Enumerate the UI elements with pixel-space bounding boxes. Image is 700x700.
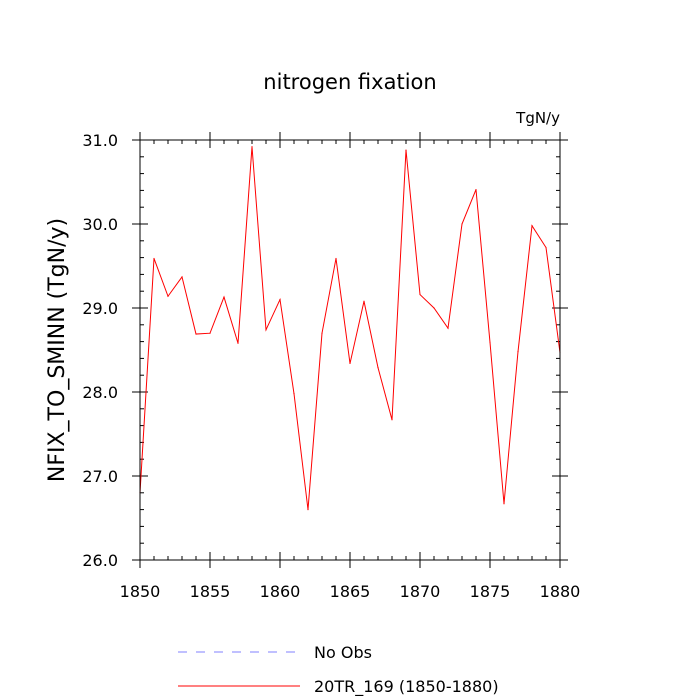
data-point	[503, 503, 505, 505]
data-point	[461, 223, 463, 225]
data-point	[279, 299, 281, 301]
y-tick-label: 28.0	[82, 383, 118, 402]
data-point	[167, 295, 169, 297]
data-point	[419, 293, 421, 296]
data-point	[209, 332, 211, 334]
y-tick-labels: 26.0 27.0 28.0 29.0 30.0 31.0	[82, 131, 118, 570]
data-point	[475, 188, 477, 191]
legend-label: No Obs	[314, 643, 372, 662]
data-point	[517, 351, 519, 353]
axis-ticks	[132, 132, 568, 568]
data-point	[447, 327, 449, 329]
series-layer	[139, 146, 561, 511]
units-label: TgN/y	[515, 109, 560, 127]
data-point	[405, 149, 407, 151]
data-point	[391, 419, 393, 421]
legend: No Obs 20TR_169 (1850-1880)	[178, 643, 499, 697]
data-point	[265, 329, 267, 331]
series-line	[139, 146, 561, 510]
data-point	[307, 509, 309, 511]
y-tick-label: 27.0	[82, 467, 118, 486]
data-point	[251, 146, 253, 148]
data-point	[545, 246, 547, 249]
x-tick-label: 1860	[260, 582, 301, 601]
data-point	[237, 342, 239, 344]
x-tick-label: 1855	[190, 582, 231, 601]
y-tick-label: 26.0	[82, 551, 118, 570]
data-point	[433, 307, 435, 309]
plot-frame	[139, 139, 561, 561]
data-point	[321, 332, 323, 334]
y-axis-label: NFIX_TO_SMINN (TgN/y)	[45, 218, 70, 482]
x-tick-labels: 1850 1855 1860 1865 1870 1875 1880	[120, 582, 581, 601]
y-tick-label: 31.0	[82, 131, 118, 150]
data-point	[223, 296, 225, 298]
data-point	[363, 300, 365, 302]
data-point	[531, 225, 533, 227]
data-point	[293, 393, 295, 395]
data-point	[349, 362, 351, 365]
x-tick-label: 1880	[540, 582, 581, 601]
y-tick-label: 30.0	[82, 215, 118, 234]
data-point	[335, 257, 337, 260]
data-point	[181, 276, 183, 278]
data-point	[377, 367, 379, 369]
chart-title: nitrogen fixation	[263, 70, 436, 94]
data-point	[489, 341, 491, 344]
x-tick-label: 1850	[120, 582, 161, 601]
legend-label: 20TR_169 (1850-1880)	[314, 677, 499, 697]
x-tick-label: 1870	[400, 582, 441, 601]
data-point	[195, 333, 197, 335]
x-tick-label: 1875	[470, 582, 511, 601]
data-point	[153, 257, 155, 260]
y-tick-label: 29.0	[82, 299, 118, 318]
x-tick-label: 1865	[330, 582, 371, 601]
